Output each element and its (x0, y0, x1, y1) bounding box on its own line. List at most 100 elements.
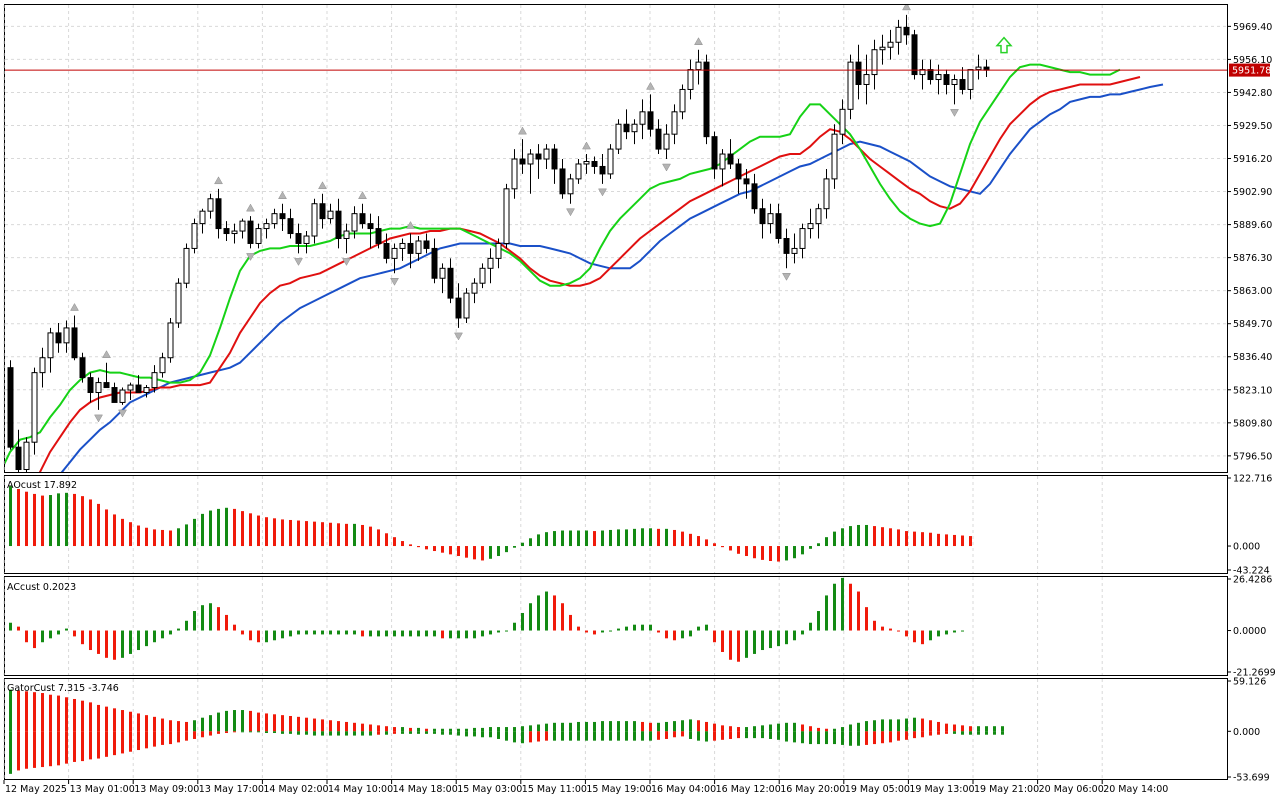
aocust-bar[interactable] (641, 528, 644, 547)
accust-bar[interactable] (97, 630, 100, 654)
gator-lower-bar[interactable] (465, 731, 468, 737)
aocust-bar[interactable] (41, 495, 44, 547)
candle-body[interactable] (111, 387, 118, 403)
accust-bar[interactable] (609, 630, 612, 632)
gator-upper-bar[interactable] (929, 720, 932, 732)
candle-body[interactable] (327, 210, 334, 220)
gator-lower-bar[interactable] (417, 731, 420, 734)
aocust-bar[interactable] (305, 521, 308, 547)
gator-lower-bar[interactable] (913, 731, 916, 739)
candle-body[interactable] (807, 223, 814, 230)
aocust-bar[interactable] (577, 530, 580, 547)
gator-upper-bar[interactable] (25, 691, 28, 732)
candle-body[interactable] (423, 240, 430, 249)
candle-body[interactable] (295, 233, 302, 244)
gator-upper-bar[interactable] (681, 720, 684, 732)
aocust-bar[interactable] (137, 525, 140, 547)
candle-body[interactable] (167, 322, 174, 359)
gator-upper-bar[interactable] (921, 718, 924, 732)
gator-upper-bar[interactable] (601, 721, 604, 732)
gator-upper-bar[interactable] (9, 689, 12, 732)
accust-bar[interactable] (145, 630, 148, 647)
gator-lower-bar[interactable] (769, 731, 772, 739)
gator-lower-bar[interactable] (201, 731, 204, 738)
gator-lower-bar[interactable] (521, 731, 524, 744)
candle-body[interactable] (415, 240, 422, 254)
aocust-bar[interactable] (353, 523, 356, 547)
aocust-bar[interactable] (121, 518, 124, 547)
gator-upper-bar[interactable] (937, 721, 940, 732)
gator-lower-bar[interactable] (777, 731, 780, 740)
candle-body[interactable] (391, 247, 398, 259)
accust-bar[interactable] (265, 630, 268, 643)
aocust-bar[interactable] (97, 503, 100, 547)
candle-body[interactable] (831, 133, 838, 180)
gator-lower-bar[interactable] (497, 731, 500, 739)
ac-histogram[interactable] (9, 577, 964, 662)
gator-lower-bar[interactable] (641, 731, 644, 741)
aocust-bar[interactable] (193, 518, 196, 547)
gator-upper-bar[interactable] (633, 721, 636, 732)
gator-lower-bar[interactable] (33, 731, 36, 768)
aocust-bar[interactable] (49, 495, 52, 547)
aocust-bar[interactable] (897, 529, 900, 547)
candle-body[interactable] (127, 384, 134, 391)
gator-upper-bar[interactable] (137, 713, 140, 732)
aocust-bar[interactable] (921, 532, 924, 547)
gator-lower-bar[interactable] (681, 731, 684, 737)
gator-lower-bar[interactable] (921, 731, 924, 738)
accust-bar[interactable] (513, 622, 516, 631)
gator-lower-bar[interactable] (689, 731, 692, 739)
aocust-bar[interactable] (321, 522, 324, 547)
accust-bar[interactable] (465, 630, 468, 639)
ao-histogram[interactable] (9, 486, 972, 562)
gator-upper-bar[interactable] (993, 726, 996, 732)
candle-body[interactable] (335, 210, 342, 240)
gator-lower-bar[interactable] (153, 731, 156, 747)
accust-bar[interactable] (17, 626, 20, 631)
gator-lower-bar[interactable] (233, 731, 236, 733)
gator-upper-bar[interactable] (945, 723, 948, 732)
candle-body[interactable] (735, 163, 742, 180)
candle-body[interactable] (231, 230, 238, 235)
gator-upper-bar[interactable] (473, 727, 476, 732)
gator-lower-bar[interactable] (81, 731, 84, 762)
gator-upper-bar[interactable] (193, 720, 196, 732)
candle-body[interactable] (55, 332, 62, 344)
gator-lower-bar[interactable] (649, 731, 652, 741)
candle-body[interactable] (559, 168, 566, 195)
accust-bar[interactable] (57, 630, 60, 635)
gator-lower-bar[interactable] (617, 731, 620, 741)
aocust-bar[interactable] (545, 532, 548, 547)
gator-lower-bar[interactable] (721, 731, 724, 740)
gator-upper-bar[interactable] (201, 717, 204, 732)
accust-bar[interactable] (601, 630, 604, 633)
gator-upper-bar[interactable] (785, 722, 788, 732)
candle-body[interactable] (663, 133, 670, 150)
accust-bar[interactable] (185, 620, 188, 631)
aocust-bar[interactable] (737, 546, 740, 554)
gator-upper-bar[interactable] (801, 724, 804, 732)
accust-bar[interactable] (353, 630, 356, 635)
gator-lower-bar[interactable] (145, 731, 148, 749)
gator-upper-bar[interactable] (393, 727, 396, 732)
aocust-bar[interactable] (345, 523, 348, 547)
accust-bar[interactable] (385, 630, 388, 637)
gator-upper-bar[interactable] (41, 693, 44, 732)
accust-bar[interactable] (489, 630, 492, 635)
accust-bar[interactable] (545, 591, 548, 631)
candle-body[interactable] (47, 332, 54, 359)
accust-bar[interactable] (401, 630, 404, 637)
gator-lower-bar[interactable] (409, 731, 412, 734)
candle-body[interactable] (287, 218, 294, 235)
accust-bar[interactable] (225, 614, 228, 631)
accust-bar[interactable] (897, 630, 900, 632)
gator-upper-bar[interactable] (217, 712, 220, 732)
gator-lower-bar[interactable] (193, 731, 196, 739)
gator-lower-bar[interactable] (177, 731, 180, 743)
accust-bar[interactable] (729, 630, 732, 660)
candle-body[interactable] (511, 158, 518, 190)
accust-bar[interactable] (417, 630, 420, 637)
gator-upper-bar[interactable] (361, 723, 364, 732)
candle-body[interactable] (863, 74, 870, 85)
